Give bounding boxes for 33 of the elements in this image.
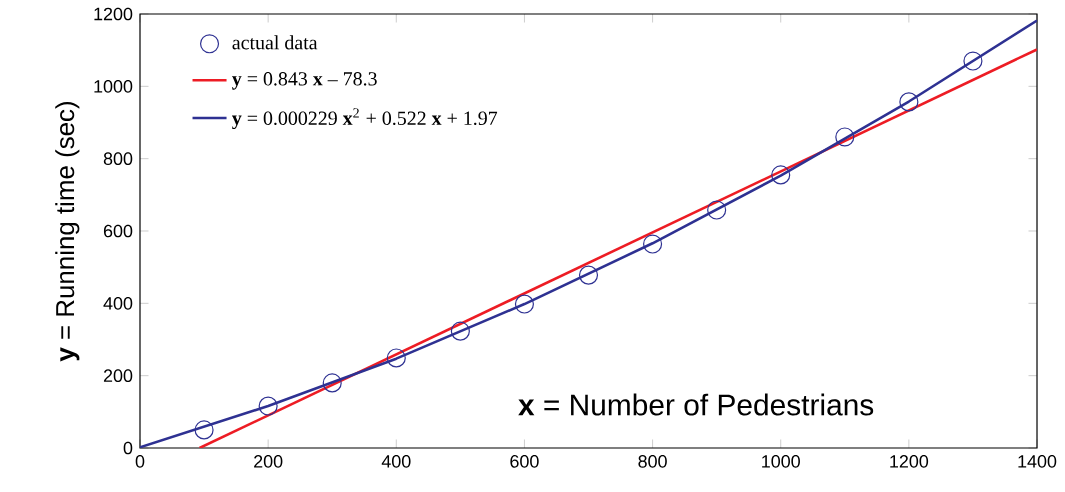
y-tick-label: 0: [123, 441, 133, 455]
point: [578, 265, 599, 285]
y-tick-label: 800: [103, 152, 133, 166]
point: [322, 373, 342, 393]
y-tick-label: 200: [103, 369, 133, 383]
point: [386, 348, 406, 368]
x-tick-label: 400: [381, 455, 411, 468]
y-tick-label: 600: [103, 224, 133, 238]
legend-label: y = 0.000229 x$^{2}$ + 0.522 x + 1.97: [232, 108, 498, 130]
point: [963, 51, 983, 71]
y-axis-title: y = Running time (sec): [55, 101, 80, 362]
x-tick-label: 1000: [762, 455, 800, 468]
legend-label: y = 0.843 x – 78.3: [232, 72, 377, 90]
point: [258, 396, 278, 416]
point: [643, 234, 663, 254]
x-tick-label: 800: [638, 455, 667, 468]
x-tick-label: 0: [135, 455, 145, 468]
x-tick-label: 1200: [890, 455, 929, 468]
x-axis-title: x = Number of Pedestrians: [518, 393, 874, 416]
point: [194, 420, 214, 440]
point: [899, 92, 919, 112]
y-tick-label: 1000: [94, 79, 133, 93]
x-tick-label: 600: [510, 455, 539, 468]
point: [835, 127, 855, 147]
point: [514, 294, 534, 314]
x-tick-label: 1400: [1018, 455, 1057, 468]
legend-label: actual data: [232, 35, 318, 50]
point: [771, 165, 791, 185]
y-tick-label: 400: [103, 296, 133, 310]
point: [450, 321, 470, 341]
point: [707, 200, 727, 220]
x-tick-label: 200: [254, 455, 283, 468]
y-tick-label: 1200: [94, 7, 133, 21]
